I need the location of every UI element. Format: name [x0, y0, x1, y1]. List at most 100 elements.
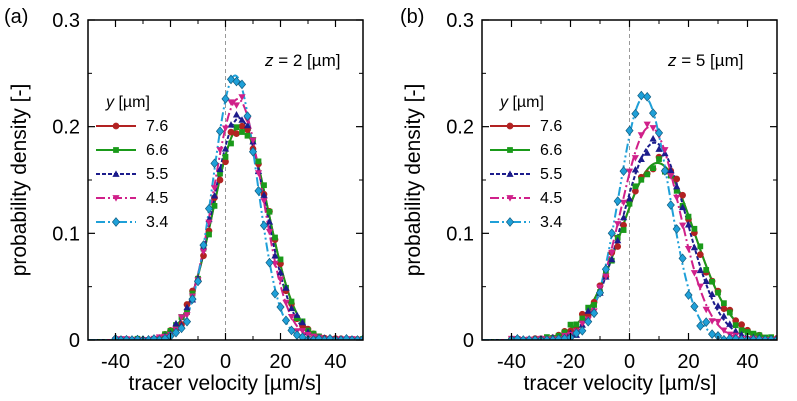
legend-marker	[505, 217, 515, 227]
data-point	[644, 171, 651, 178]
data-point	[620, 199, 628, 207]
data-point	[708, 318, 716, 325]
data-point	[702, 317, 711, 328]
data-point	[750, 330, 757, 337]
x-tick-label: -40	[101, 351, 130, 373]
data-point	[183, 312, 191, 319]
x-tick-label: -40	[497, 351, 526, 373]
data-point	[679, 222, 687, 230]
data-point	[243, 121, 252, 129]
data-point	[199, 240, 208, 250]
y-tick-label: 0	[463, 330, 474, 352]
data-point	[260, 191, 268, 198]
data-point	[216, 147, 224, 154]
data-point	[607, 228, 616, 239]
data-point	[298, 328, 307, 335]
data-point	[726, 309, 733, 316]
data-point	[298, 332, 307, 340]
x-tick-label: 20	[269, 351, 291, 373]
data-point	[608, 255, 616, 263]
data-point	[691, 225, 698, 232]
data-point	[638, 176, 645, 183]
data-point	[561, 329, 568, 336]
data-point	[649, 134, 657, 142]
data-point	[227, 128, 235, 136]
data-point	[276, 268, 285, 276]
data-point	[714, 318, 722, 326]
data-point	[265, 257, 274, 268]
data-point	[673, 182, 681, 190]
legend-marker	[506, 122, 514, 130]
legend-label: 3.4	[540, 214, 562, 231]
x-tick-label: 0	[624, 351, 635, 373]
data-point	[590, 308, 599, 319]
data-point	[595, 287, 605, 298]
data-point	[678, 253, 687, 264]
data-point	[281, 315, 291, 326]
data-point	[238, 122, 246, 130]
data-point	[660, 165, 669, 176]
y-tick-label: 0.3	[446, 10, 474, 32]
data-point	[720, 327, 728, 334]
series-markers-3.4	[507, 90, 777, 340]
data-point	[667, 173, 675, 180]
data-point	[188, 294, 197, 304]
data-point	[204, 203, 214, 214]
legend-label: 6.6	[146, 142, 168, 159]
data-point	[761, 335, 770, 340]
series-markers-6.6	[508, 156, 777, 340]
data-point	[708, 290, 716, 298]
y-tick-label: 0	[69, 330, 80, 352]
y-tick-label: 0.1	[52, 223, 80, 245]
data-point	[684, 290, 693, 300]
legend-label: 7.6	[540, 118, 562, 135]
data-point	[673, 175, 681, 183]
x-tick-label: -20	[556, 351, 585, 373]
legend-title-unit: [µm]	[508, 94, 544, 111]
data-point	[672, 224, 681, 234]
data-point	[199, 248, 208, 256]
data-point	[708, 329, 717, 339]
data-point	[227, 99, 235, 106]
data-point	[260, 198, 268, 205]
x-tick-label: 0	[220, 351, 231, 373]
data-point	[631, 155, 639, 162]
data-point	[673, 194, 681, 202]
data-point	[314, 333, 324, 340]
y-tick-label: 0.2	[52, 117, 80, 139]
data-point	[282, 299, 290, 307]
data-point	[227, 121, 235, 128]
legend: y [µm] 7.6 6.6 5.5 4.5 3.4	[96, 94, 168, 231]
data-point	[584, 307, 592, 314]
data-point	[261, 182, 267, 189]
legend-title: y [µm]	[499, 94, 544, 111]
legend-title: y [µm]	[105, 94, 150, 111]
data-point	[632, 183, 639, 190]
data-point	[266, 208, 273, 215]
data-point	[259, 220, 269, 231]
x-axis-title: tracer velocity [µm/s]	[524, 372, 717, 395]
data-point	[211, 203, 218, 209]
data-point	[732, 322, 739, 329]
legend-marker	[506, 195, 514, 202]
data-point	[620, 213, 628, 221]
legend-marker	[112, 195, 120, 202]
data-point	[673, 187, 680, 194]
data-point	[744, 329, 751, 335]
data-point	[720, 305, 728, 313]
data-point	[221, 145, 230, 152]
data-point	[625, 168, 634, 176]
data-point	[619, 166, 628, 176]
data-point	[233, 130, 240, 137]
chart-panel: -40 -20 0 20 40 0 0.1 0.2 0.3 (b) tracer velocity …	[400, 6, 778, 395]
data-point	[637, 132, 645, 139]
data-point	[249, 137, 257, 144]
data-point	[772, 334, 777, 340]
data-point	[554, 334, 563, 340]
data-point	[737, 334, 746, 340]
data-point	[649, 125, 657, 132]
data-point	[232, 76, 241, 87]
data-point	[294, 315, 300, 322]
data-point	[221, 94, 230, 104]
